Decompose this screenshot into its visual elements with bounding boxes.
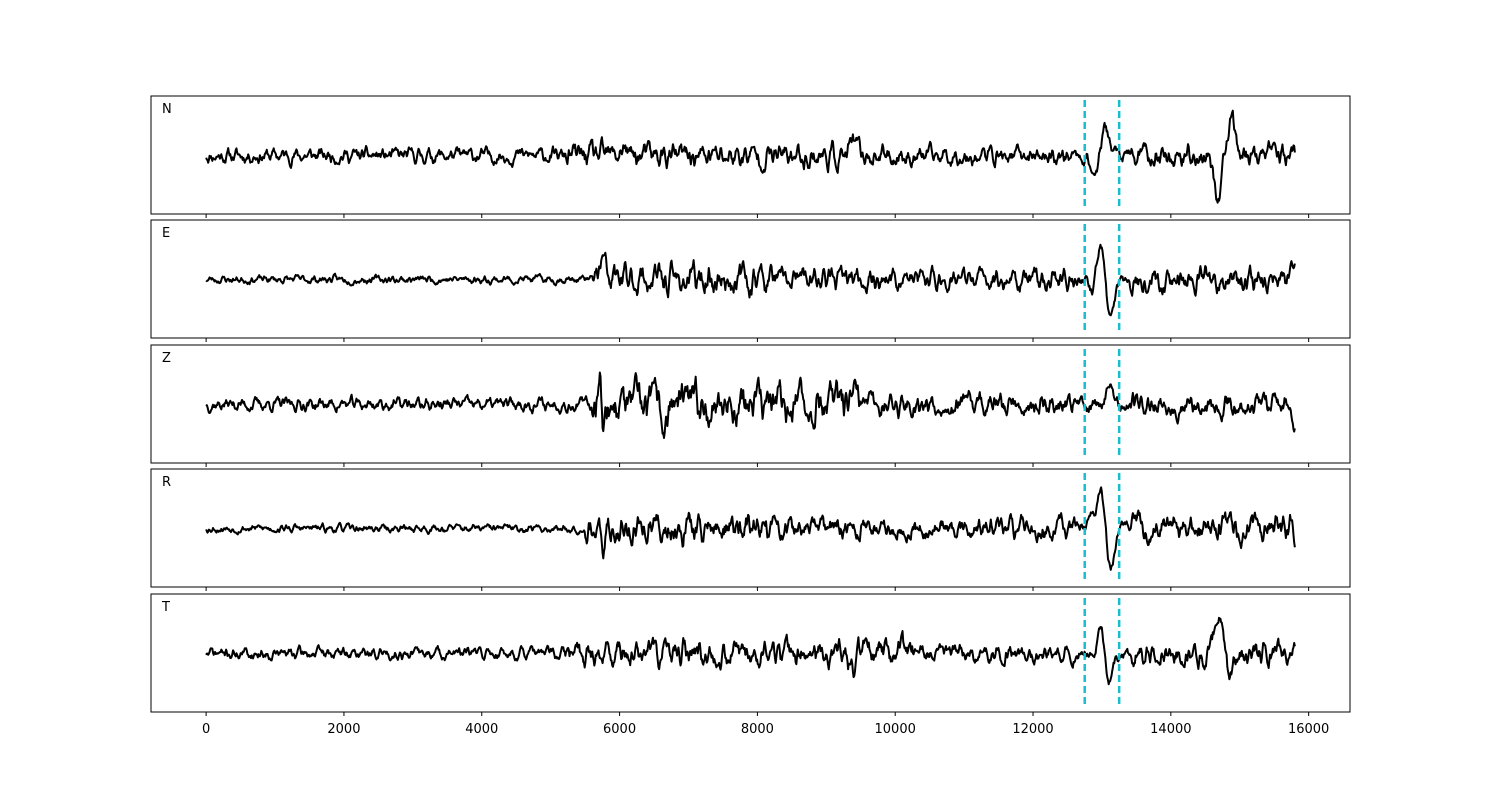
panel-t: T 0 2000 4000 6000 8000 10000 12000 14000 16000 <box>150 593 1351 737</box>
panel-label: Z <box>162 351 171 366</box>
panel-label: E <box>162 226 170 241</box>
x-tick-label: 12000 <box>1012 722 1053 737</box>
panel-label: N <box>162 102 172 117</box>
x-tick-label: 16000 <box>1288 722 1329 737</box>
waveform-line-t <box>205 616 1296 686</box>
panel-frame <box>150 344 1351 464</box>
waveform-line-z <box>205 371 1296 440</box>
x-tick-label: 6000 <box>603 722 636 737</box>
waveform-line-n <box>205 109 1296 204</box>
x-tick-label: 4000 <box>465 722 498 737</box>
waveform-line-r <box>205 486 1296 571</box>
panel-z: Z <box>150 344 1351 467</box>
panel-label: R <box>162 475 171 490</box>
waveform-line-e <box>205 243 1296 317</box>
x-tick-label: 0 <box>202 722 210 737</box>
x-tick-label: 14000 <box>1150 722 1191 737</box>
panel-frame <box>150 219 1351 339</box>
panel-e: E <box>150 219 1351 342</box>
x-tick-label: 8000 <box>741 722 774 737</box>
panel-label: T <box>161 600 170 615</box>
panel-r: R <box>150 468 1351 591</box>
panel-n: N <box>150 95 1351 218</box>
x-tick-label: 2000 <box>327 722 360 737</box>
x-tick-label: 10000 <box>875 722 916 737</box>
